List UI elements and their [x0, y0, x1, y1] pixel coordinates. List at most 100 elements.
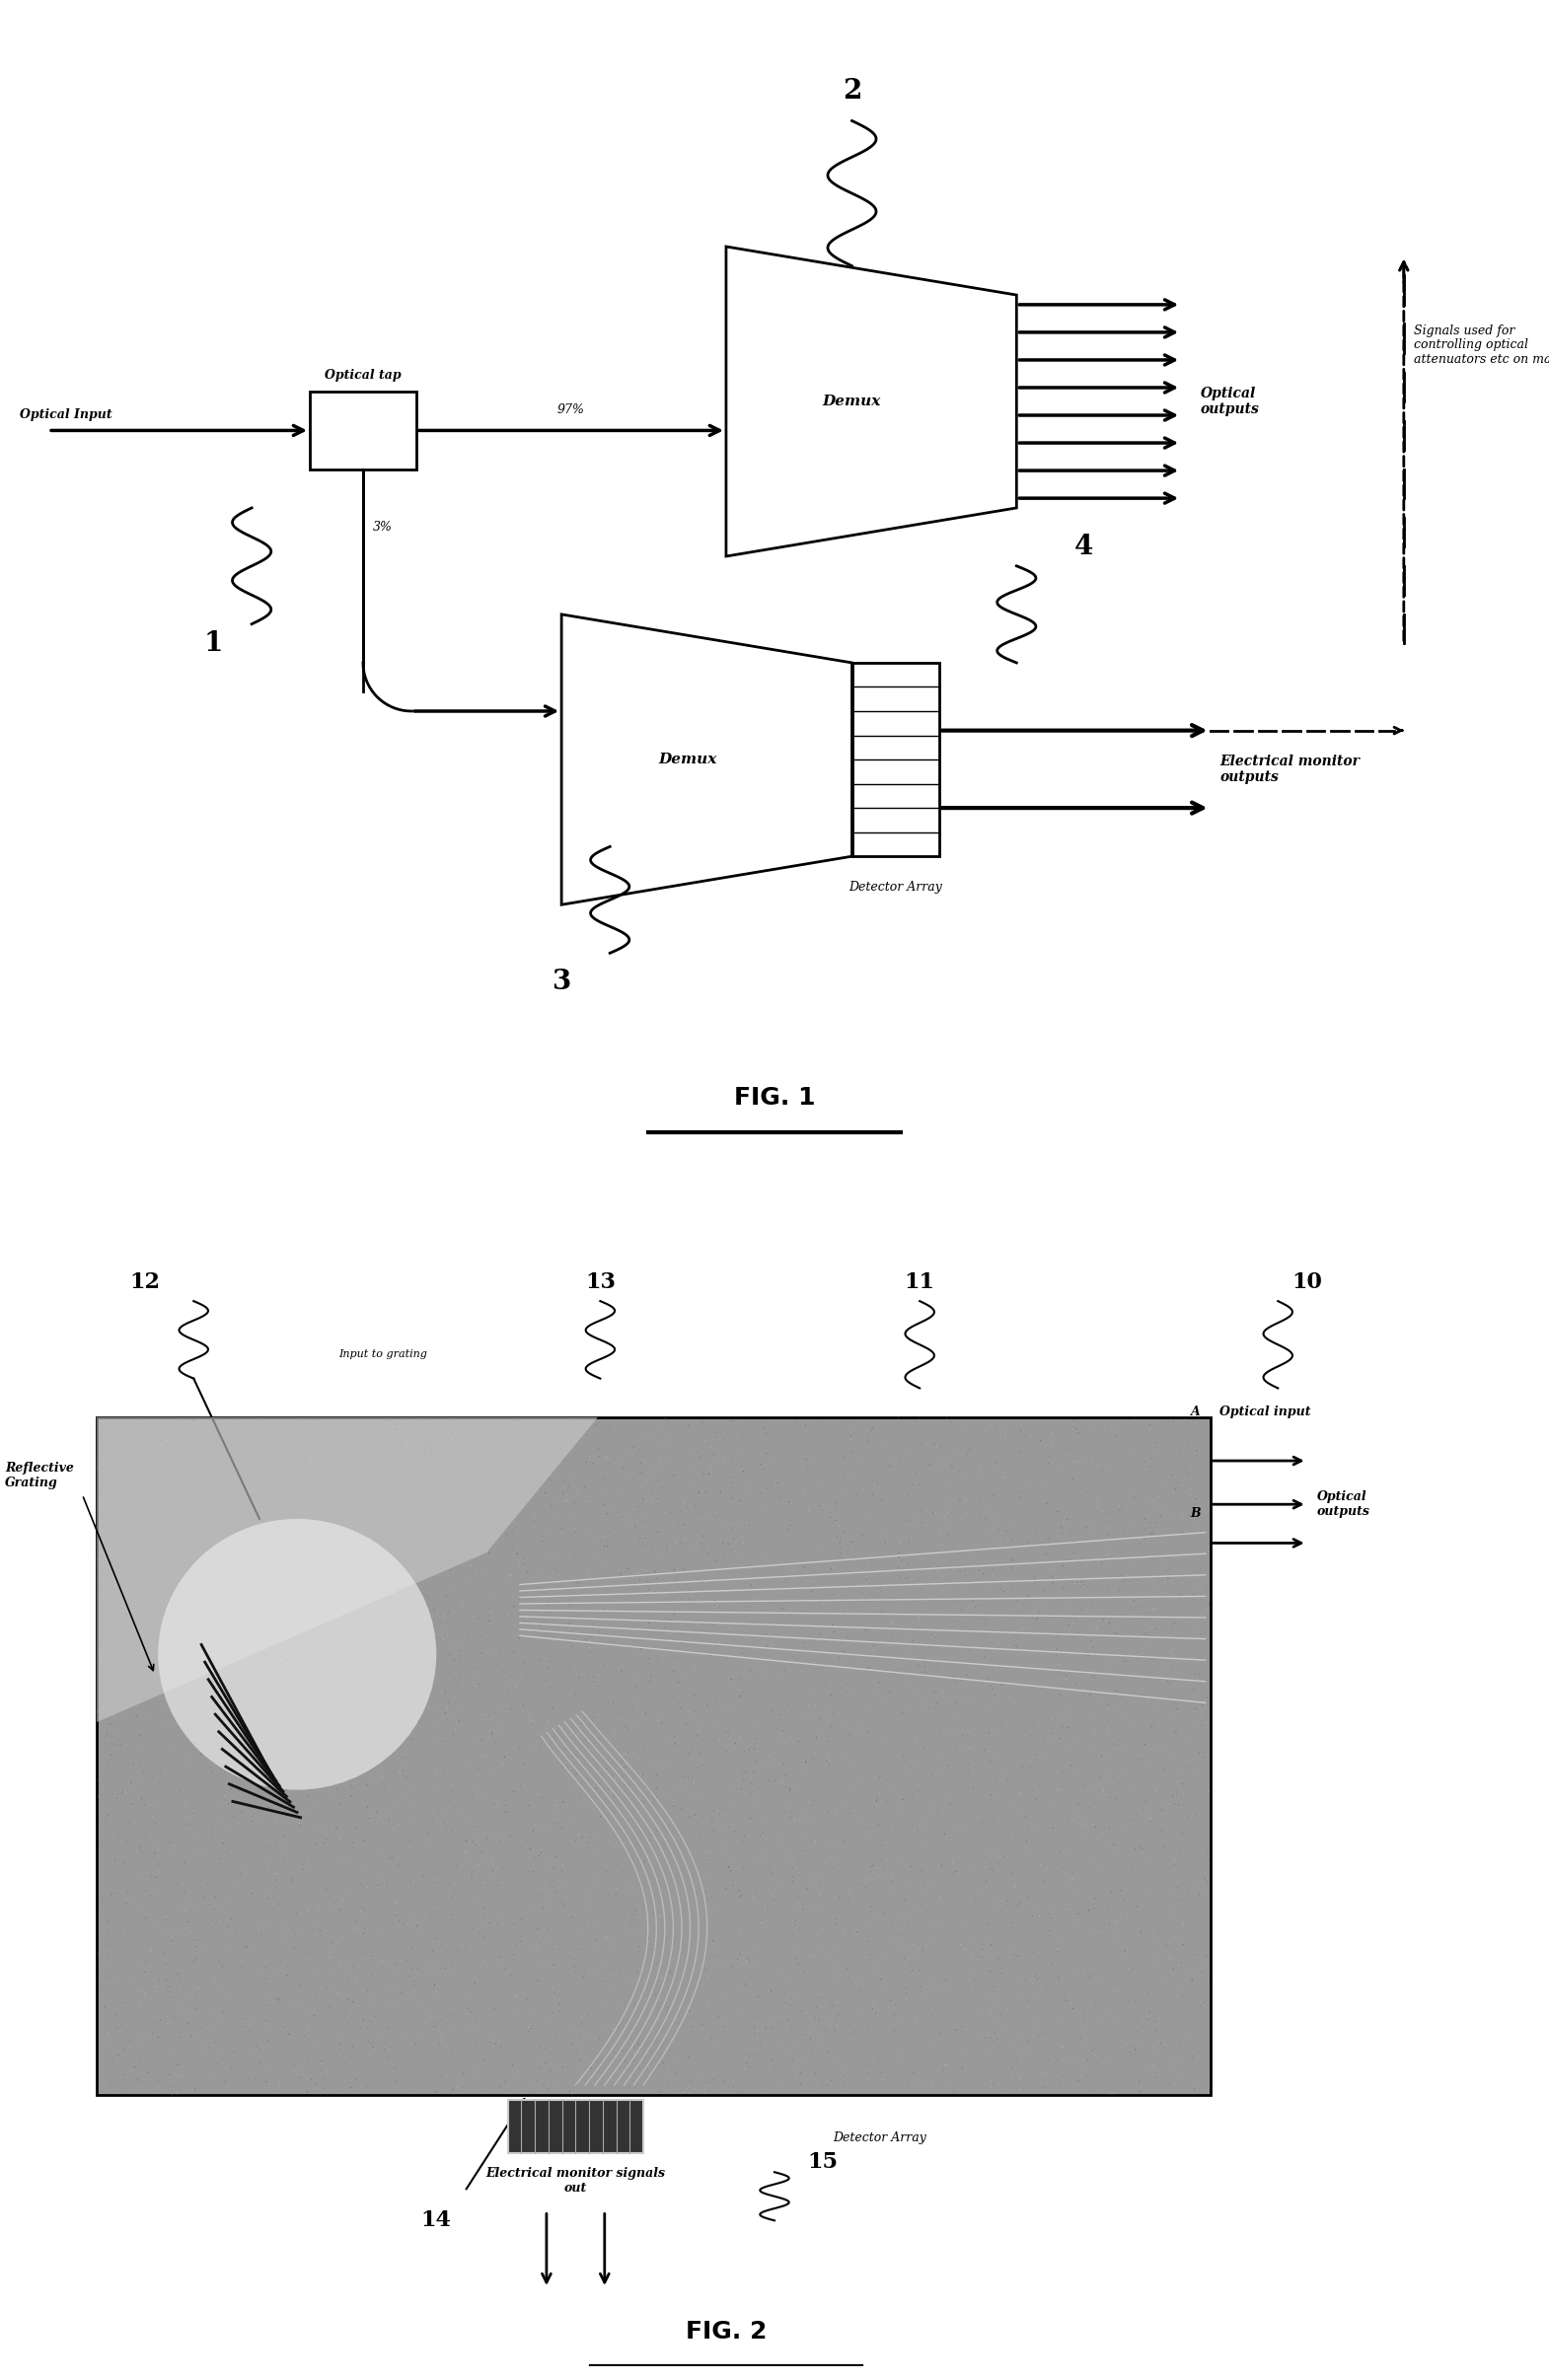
- Point: [366, 1914, 390, 1952]
- Point: [424, 1545, 449, 1583]
- Point: [482, 1578, 507, 1616]
- Point: [714, 1871, 739, 1909]
- Point: [164, 1687, 189, 1726]
- Point: [290, 1402, 314, 1440]
- Point: [446, 1930, 471, 1968]
- Point: [209, 1680, 234, 1718]
- Point: [688, 1964, 713, 2002]
- Point: [1108, 1571, 1132, 1609]
- Point: [369, 1440, 393, 1478]
- Point: [589, 1699, 613, 1737]
- Point: [1185, 1661, 1210, 1699]
- Point: [1188, 1875, 1213, 1914]
- Text: Input to grating: Input to grating: [339, 1349, 428, 1359]
- Point: [805, 1711, 830, 1749]
- Point: [485, 1923, 510, 1961]
- Point: [1081, 1554, 1106, 1592]
- Point: [483, 1633, 508, 1671]
- Point: [349, 1892, 373, 1930]
- Point: [604, 1840, 629, 1878]
- Point: [937, 1918, 962, 1956]
- Point: [108, 1549, 133, 1587]
- Point: [561, 1573, 586, 1611]
- Point: [376, 2040, 401, 2078]
- Point: [576, 1997, 601, 2035]
- Point: [189, 1621, 214, 1659]
- Point: [582, 1435, 607, 1473]
- Point: [652, 2061, 677, 2099]
- Point: [861, 1787, 886, 1825]
- Point: [414, 1983, 438, 2021]
- Point: [240, 1426, 265, 1464]
- Point: [384, 1947, 409, 1985]
- Point: [874, 2011, 898, 2049]
- Point: [376, 1490, 401, 1528]
- Point: [297, 1652, 322, 1690]
- Point: [784, 1509, 809, 1547]
- Point: [331, 1664, 356, 1702]
- Point: [697, 1840, 722, 1878]
- Point: [1029, 1421, 1053, 1459]
- Point: [1142, 1706, 1166, 1745]
- Point: [905, 1830, 929, 1868]
- Point: [198, 1749, 223, 1787]
- Point: [564, 1902, 589, 1940]
- Point: [688, 1766, 713, 1804]
- Point: [113, 1637, 138, 1676]
- Point: [505, 1978, 530, 2016]
- Point: [222, 2033, 246, 2071]
- Point: [555, 1852, 579, 1890]
- Point: [943, 1476, 968, 1514]
- Point: [671, 1602, 696, 1640]
- Point: [686, 1576, 711, 1614]
- Point: [1097, 1530, 1121, 1568]
- Point: [217, 1678, 242, 1716]
- Point: [460, 1414, 485, 1452]
- Point: [139, 2004, 164, 2042]
- Point: [736, 1935, 761, 1973]
- Point: [280, 1421, 305, 1459]
- Point: [1073, 1914, 1098, 1952]
- Point: [1004, 1466, 1029, 1504]
- Point: [426, 1814, 451, 1852]
- Point: [260, 1623, 285, 1661]
- Point: [130, 1806, 155, 1844]
- Point: [895, 1971, 920, 2009]
- Point: [840, 1423, 864, 1461]
- Point: [1019, 1852, 1044, 1890]
- Point: [601, 1630, 626, 1668]
- Point: [977, 1714, 1002, 1752]
- Point: [1162, 1930, 1187, 1968]
- Point: [208, 1585, 232, 1623]
- Point: [525, 2040, 550, 2078]
- Point: [719, 1825, 744, 1864]
- Point: [928, 1526, 953, 1564]
- Point: [1041, 1706, 1066, 1745]
- Point: [663, 2054, 688, 2092]
- Point: [1152, 1680, 1177, 1718]
- Point: [682, 1621, 706, 1659]
- Point: [474, 1749, 499, 1787]
- Point: [338, 2068, 362, 2106]
- Point: [626, 1554, 651, 1592]
- Point: [1179, 1730, 1204, 1768]
- Point: [626, 1488, 651, 1526]
- Point: [745, 1873, 770, 1911]
- Point: [156, 1909, 181, 1947]
- Point: [431, 1761, 455, 1799]
- Text: FIG. 1: FIG. 1: [734, 1085, 815, 1109]
- Point: [380, 2016, 404, 2054]
- Point: [592, 2025, 617, 2063]
- Point: [644, 1944, 669, 1983]
- Point: [226, 1771, 251, 1809]
- Point: [215, 1906, 240, 1944]
- Point: [756, 2016, 781, 2054]
- Point: [1052, 1849, 1077, 1887]
- Point: [319, 1497, 344, 1535]
- Point: [981, 1852, 1005, 1890]
- Point: [314, 1814, 339, 1852]
- Point: [945, 1780, 970, 1818]
- Point: [1002, 1802, 1027, 1840]
- Point: [1123, 1840, 1148, 1878]
- Point: [988, 1666, 1013, 1704]
